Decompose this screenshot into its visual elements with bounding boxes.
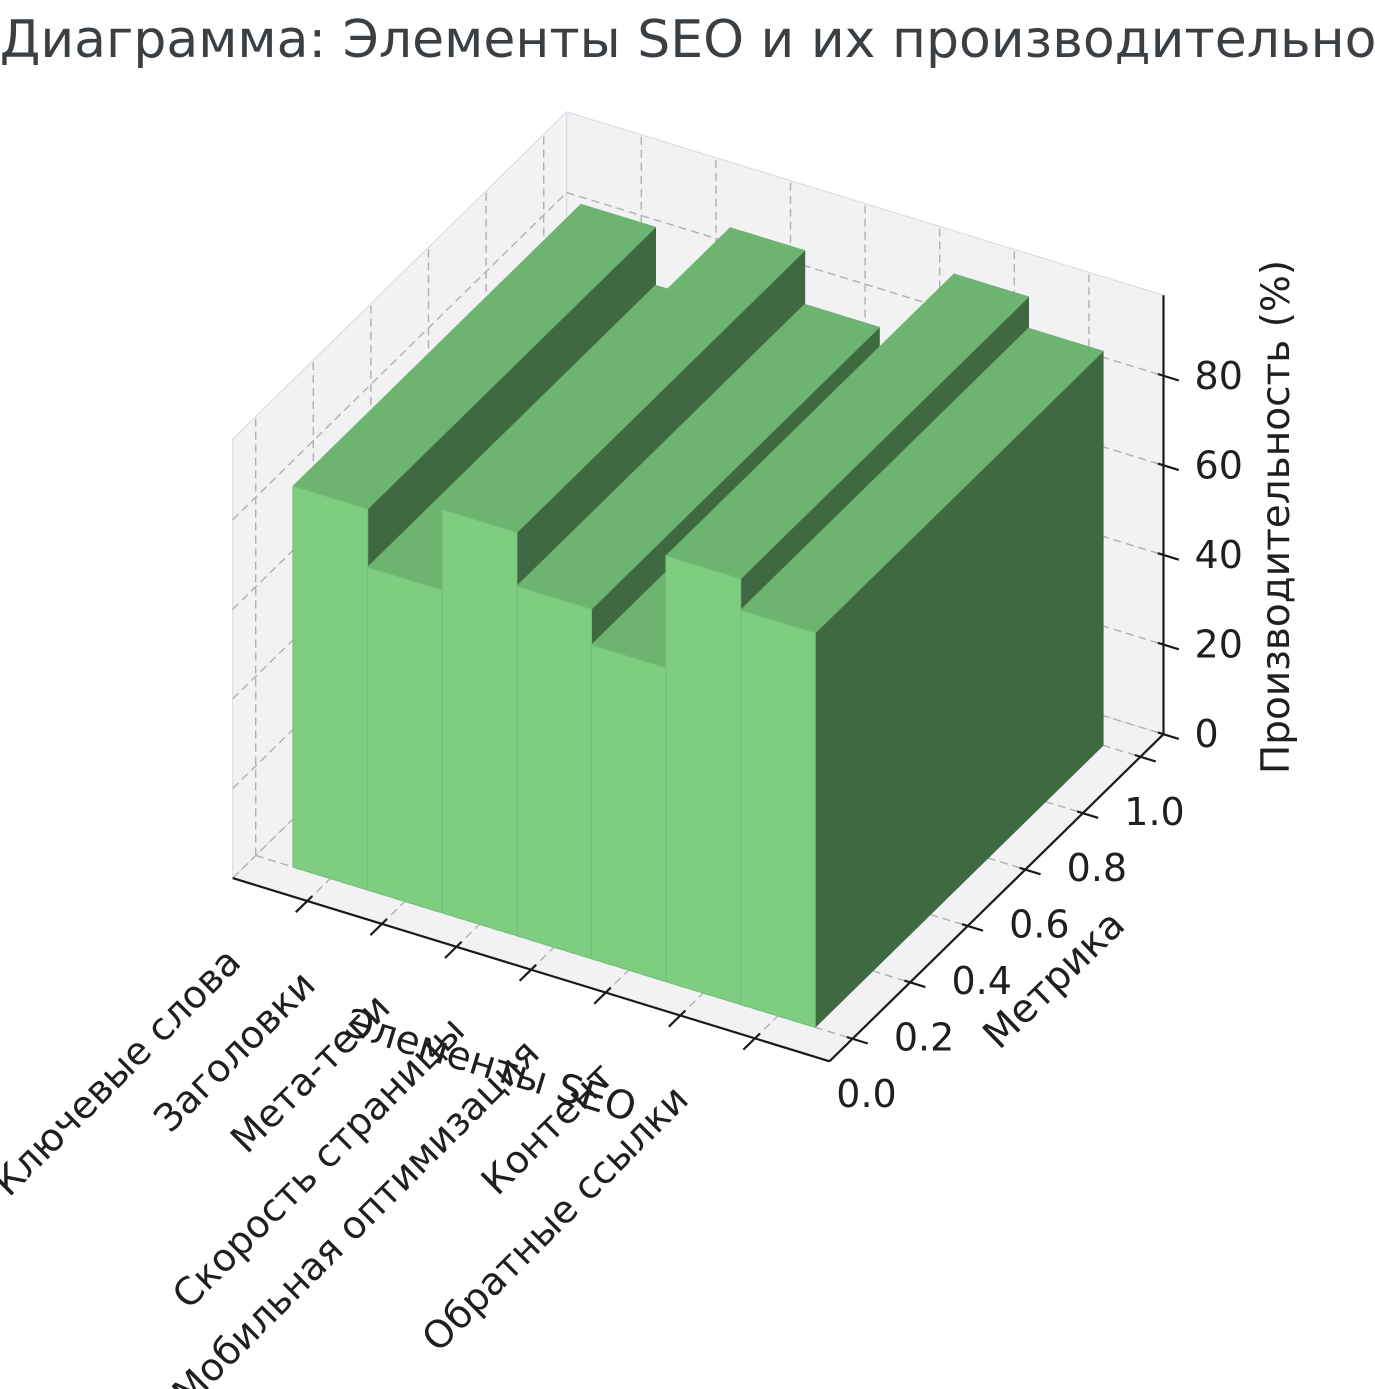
- z-tick-4: [1157, 372, 1180, 382]
- y-tick-label-0: 0.0: [836, 1072, 896, 1116]
- y-axis-line: [828, 733, 1165, 1063]
- y-tick-4: [1076, 810, 1099, 819]
- y-tick-3: [1019, 866, 1041, 876]
- bar-3-front-face: [516, 585, 593, 960]
- x-tick-1: [369, 918, 388, 936]
- bar-6-front-face: [739, 609, 816, 1028]
- y-tick-label-3: 0.6: [1009, 903, 1069, 947]
- z-axis-label: Производительность (%): [1254, 260, 1299, 774]
- bar-5-front-face: [665, 555, 742, 1006]
- z-tick-label-0: 0: [1195, 712, 1219, 756]
- x-tick-3: [518, 964, 537, 982]
- z-tick-label-4: 80: [1195, 354, 1243, 398]
- y-tick-5: [1134, 753, 1157, 763]
- y-tick-1: [904, 979, 926, 989]
- z-tick-2: [1157, 552, 1180, 561]
- bar-4-front-face: [590, 644, 667, 983]
- bar-0-front-face: [292, 485, 369, 891]
- y-tick-2: [961, 923, 984, 932]
- x-tick-0: [295, 895, 314, 913]
- x-tick-6: [742, 1032, 761, 1051]
- z-tick-0: [1157, 731, 1180, 740]
- z-tick-label-3: 60: [1195, 443, 1243, 487]
- bar-1-front-face: [367, 566, 443, 914]
- z-tick-label-1: 20: [1195, 623, 1243, 667]
- y-tick-label-2: 0.4: [951, 959, 1011, 1003]
- bar-2-front-face: [441, 509, 518, 937]
- y-tick-0: [846, 1035, 869, 1045]
- chart-title: 3D Диаграмма: Элементы SEO и их производ…: [0, 10, 1375, 70]
- z-tick-label-2: 40: [1195, 533, 1243, 577]
- y-tick-label-1: 0.2: [894, 1015, 954, 1059]
- x-tick-5: [668, 1009, 687, 1028]
- y-tick-label-4: 0.8: [1067, 846, 1127, 890]
- z-tick-3: [1157, 462, 1180, 472]
- x-tick-2: [444, 941, 463, 959]
- y-tick-label-5: 1.0: [1124, 790, 1184, 834]
- z-tick-1: [1157, 641, 1180, 651]
- x-tick-4: [593, 986, 612, 1005]
